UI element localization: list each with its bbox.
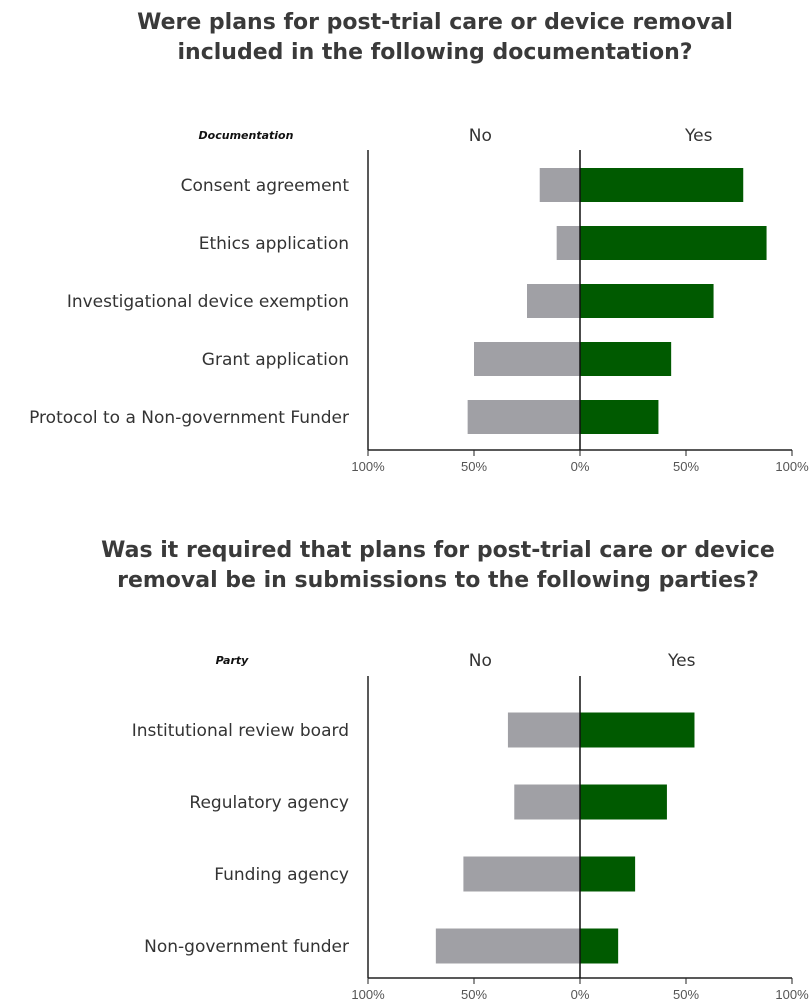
- x-tick-label: 50%: [461, 987, 487, 1002]
- x-tick-label: 100%: [351, 987, 385, 1002]
- no-header: No: [469, 651, 492, 671]
- category-label: Consent agreement: [181, 176, 350, 196]
- yes-header: Yes: [667, 651, 696, 671]
- yes-header: Yes: [684, 126, 713, 146]
- bar-yes: [580, 226, 767, 260]
- chart-1-title: Were plans for post-trial care or device…: [137, 10, 733, 65]
- bar-yes: [580, 784, 667, 820]
- bar-yes: [580, 168, 744, 202]
- bar-no: [527, 284, 580, 318]
- bar-no: [556, 226, 580, 260]
- category-label: Protocol to a Non-government Funder: [29, 408, 349, 428]
- bar-no: [507, 712, 580, 748]
- x-tick-label: 0%: [571, 459, 590, 474]
- bar-yes: [580, 284, 714, 318]
- category-header: Documentation: [199, 129, 294, 142]
- x-tick-label: 50%: [461, 459, 487, 474]
- category-label: Grant application: [202, 350, 349, 370]
- x-tick-label: 100%: [351, 459, 385, 474]
- bar-yes: [580, 928, 619, 964]
- bar-no: [463, 856, 580, 892]
- bar-yes: [580, 400, 659, 434]
- category-label: Investigational device exemption: [67, 292, 349, 312]
- bar-no: [539, 168, 580, 202]
- category-label: Funding agency: [214, 865, 349, 885]
- x-tick-label: 50%: [673, 987, 699, 1002]
- no-header: No: [469, 126, 492, 146]
- bar-no: [474, 342, 580, 376]
- chart-2-title: Was it required that plans for post-tria…: [101, 538, 775, 593]
- bar-yes: [580, 342, 672, 376]
- bar-no: [435, 928, 580, 964]
- bar-no: [467, 400, 580, 434]
- bar-no: [514, 784, 580, 820]
- category-label: Ethics application: [199, 234, 349, 254]
- x-tick-label: 100%: [775, 459, 809, 474]
- bar-yes: [580, 712, 695, 748]
- x-tick-label: 0%: [571, 987, 590, 1002]
- category-header: Party: [216, 654, 249, 667]
- bar-yes: [580, 856, 636, 892]
- category-label: Institutional review board: [132, 721, 349, 741]
- category-label: Non-government funder: [144, 937, 349, 957]
- x-tick-label: 50%: [673, 459, 699, 474]
- x-tick-label: 100%: [775, 987, 809, 1002]
- chart-1-plot: Documentation No Yes Consent agreement Ethic…: [29, 126, 809, 474]
- category-label: Regulatory agency: [189, 793, 349, 813]
